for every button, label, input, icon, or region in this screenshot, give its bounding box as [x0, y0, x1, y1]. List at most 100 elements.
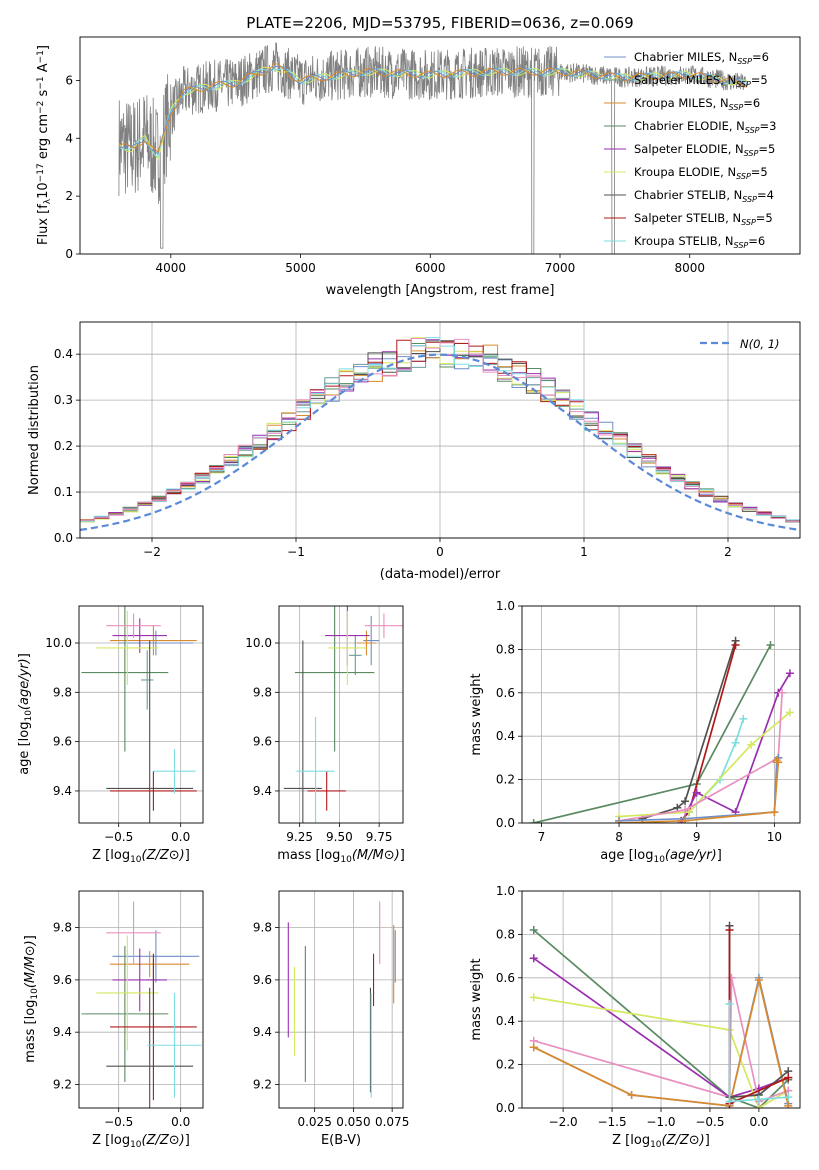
plot-area: [81, 901, 202, 1108]
x-tick-label: 9.75: [366, 830, 393, 844]
y-tick-label: 0.3: [54, 393, 73, 407]
x-axis-label: Z [log10(Z/Z⊙)]: [92, 848, 190, 865]
axes-frame: [521, 605, 801, 824]
legend-entry: Chabrier STELIB, NSSP=4: [634, 188, 774, 204]
x-tick-label: −1.5: [597, 1115, 626, 1129]
mass-weight-marker: [529, 954, 538, 963]
mass-weight-marker: [638, 814, 647, 823]
y-tick-label: 0.8: [496, 927, 515, 941]
y-tick-label: 9.4: [253, 784, 272, 798]
y-tick-label: 0.0: [54, 531, 73, 545]
legend-entry: Chabrier MILES, NSSP=6: [634, 50, 769, 66]
massweight-vs-metallicity-panel: −2.0 −1.5 −1.0 −0.5 0.0 0.0 0.2 0.4 0.6 0.8 1.0 mas…: [469, 884, 801, 1150]
x-axis-label: (data-model)/error: [380, 567, 501, 582]
mass-weight-marker: [784, 1101, 793, 1108]
mass-vs-ebv-panel: 0.025 0.050 0.075 9.2 9.4 9.6 9.8 E(B-V): [253, 890, 409, 1148]
mass-weight-marker: [529, 1043, 538, 1052]
y-tick-label: 9.8: [53, 921, 72, 935]
residual-histogram: [80, 337, 800, 523]
x-tick-label: 6000: [415, 261, 446, 275]
y-tick-label: 9.8: [253, 921, 272, 935]
x-tick-label: 0.0: [749, 1115, 768, 1129]
figure-title: PLATE=2206, MJD=53795, FIBERID=0636, z=0…: [246, 14, 633, 32]
mass-weight-marker: [754, 975, 763, 984]
x-tick-label: 10: [767, 830, 782, 844]
x-tick-label: 1: [580, 545, 588, 559]
mass-weight-marker: [725, 926, 734, 935]
y-tick-label: 0.4: [496, 1014, 515, 1028]
y-axis-label: mass weight: [469, 673, 484, 755]
y-tick-label: 0.2: [496, 773, 515, 787]
legend-entry: Kroupa STELIB, NSSP=6: [634, 234, 765, 250]
plot-area: [529, 636, 794, 823]
spectrum-legend: Chabrier MILES, NSSP=6 Salpeter MILES, NS…: [604, 50, 776, 250]
x-tick-label: 7: [538, 830, 546, 844]
mass-weight-marker: [681, 805, 690, 814]
mass-weight-marker: [772, 756, 781, 765]
mass-vs-metallicity-panel: −0.5 0.0 9.2 9.4 9.6 9.8 Z [log10(Z/Z⊙)] mass […: [23, 890, 204, 1150]
mass-weight-line: [619, 759, 780, 823]
y-tick-label: 0.6: [496, 971, 515, 985]
residuals-panel: −2 −1 0 1 2 0.0 0.1 0.2 0.3 0.4 (data-model)/error…: [27, 321, 801, 582]
mass-weight-marker: [725, 999, 734, 1008]
x-tick-label: 0.0: [171, 1115, 190, 1129]
x-axis-label: Z [log10(Z/Z⊙)]: [92, 1133, 190, 1150]
legend-entry: Salpeter ELODIE, NSSP=5: [634, 142, 775, 158]
mass-weight-marker: [785, 669, 794, 678]
y-tick-label: 1.0: [496, 884, 515, 898]
x-tick-label: −1.0: [646, 1115, 675, 1129]
y-tick-label: 0.0: [496, 816, 515, 830]
x-axis-label: mass [log10(M/M⊙)]: [277, 848, 405, 865]
mass-weight-marker: [754, 1095, 763, 1104]
age-vs-mass-panel: 9.25 9.50 9.75 9.4 9.6 9.8 10.0 mass [log10(M/M…: [245, 605, 405, 865]
mass-weight-marker: [725, 1097, 734, 1106]
massweight-vs-age-panel: 7 8 9 10 0.0 0.2 0.4 0.6 0.8 1.0 mass weight age [l…: [469, 599, 801, 865]
plot-area: [529, 921, 793, 1108]
x-tick-label: −0.5: [104, 830, 133, 844]
x-tick-label: −0.5: [104, 1115, 133, 1129]
y-axis-label: mass weight: [469, 958, 484, 1040]
x-axis-label: age [log10(age/yr)]: [600, 848, 722, 865]
axes-frame: [521, 890, 801, 1109]
x-axis-label: wavelength [Angstrom, rest frame]: [326, 283, 555, 298]
y-tick-label: 0.6: [496, 686, 515, 700]
legend-entry: Salpeter STELIB, NSSP=5: [634, 211, 773, 227]
x-tick-label: 0.025: [297, 1115, 331, 1129]
age-vs-metallicity-panel: −0.5 0.0 9.4 9.6 9.8 10.0 Z [log10(Z/Z⊙)] age […: [17, 605, 204, 865]
x-tick-label: 9.50: [326, 830, 353, 844]
y-tick-label: 0.4: [496, 729, 515, 743]
model-spectrum: [118, 62, 747, 154]
x-tick-label: −0.5: [695, 1115, 724, 1129]
mass-weight-marker: [770, 808, 779, 817]
x-axis-label: Z [log10(Z/Z⊙)]: [612, 1133, 710, 1150]
y-tick-label: 9.4: [53, 1025, 72, 1039]
mass-weight-marker: [529, 993, 538, 1002]
y-tick-label: 10.0: [45, 636, 72, 650]
mass-weight-line: [680, 672, 791, 823]
model-spectrum: [118, 66, 747, 161]
mass-weight-marker: [529, 926, 538, 935]
axes-frame: [78, 605, 204, 824]
mass-weight-marker: [785, 708, 794, 717]
y-tick-label: 9.6: [53, 735, 72, 749]
mass-weight-line: [619, 711, 791, 818]
y-tick-label: 9.6: [253, 735, 272, 749]
normal-curve: [80, 353, 798, 531]
observed-spectrum: [118, 42, 748, 254]
y-axis-label: age [log10(age/yr)]: [17, 653, 34, 775]
mass-weight-marker: [766, 641, 775, 650]
x-tick-label: −1: [287, 545, 305, 559]
mass-weight-marker: [731, 641, 740, 650]
residual-histogram: [80, 337, 800, 522]
mass-weight-line: [642, 640, 737, 820]
y-tick-label: 10.0: [245, 636, 272, 650]
axes-frame: [278, 890, 404, 1109]
mass-weight-marker: [529, 819, 538, 823]
x-tick-label: 7000: [545, 261, 576, 275]
y-tick-label: 0.0: [496, 1101, 515, 1115]
y-tick-label: 2: [65, 189, 73, 203]
x-tick-label: 9: [693, 830, 701, 844]
legend-entry: Salpeter MILES, NSSP=5: [634, 73, 768, 89]
y-tick-label: 9.2: [53, 1077, 72, 1091]
y-tick-label: 9.8: [53, 685, 72, 699]
